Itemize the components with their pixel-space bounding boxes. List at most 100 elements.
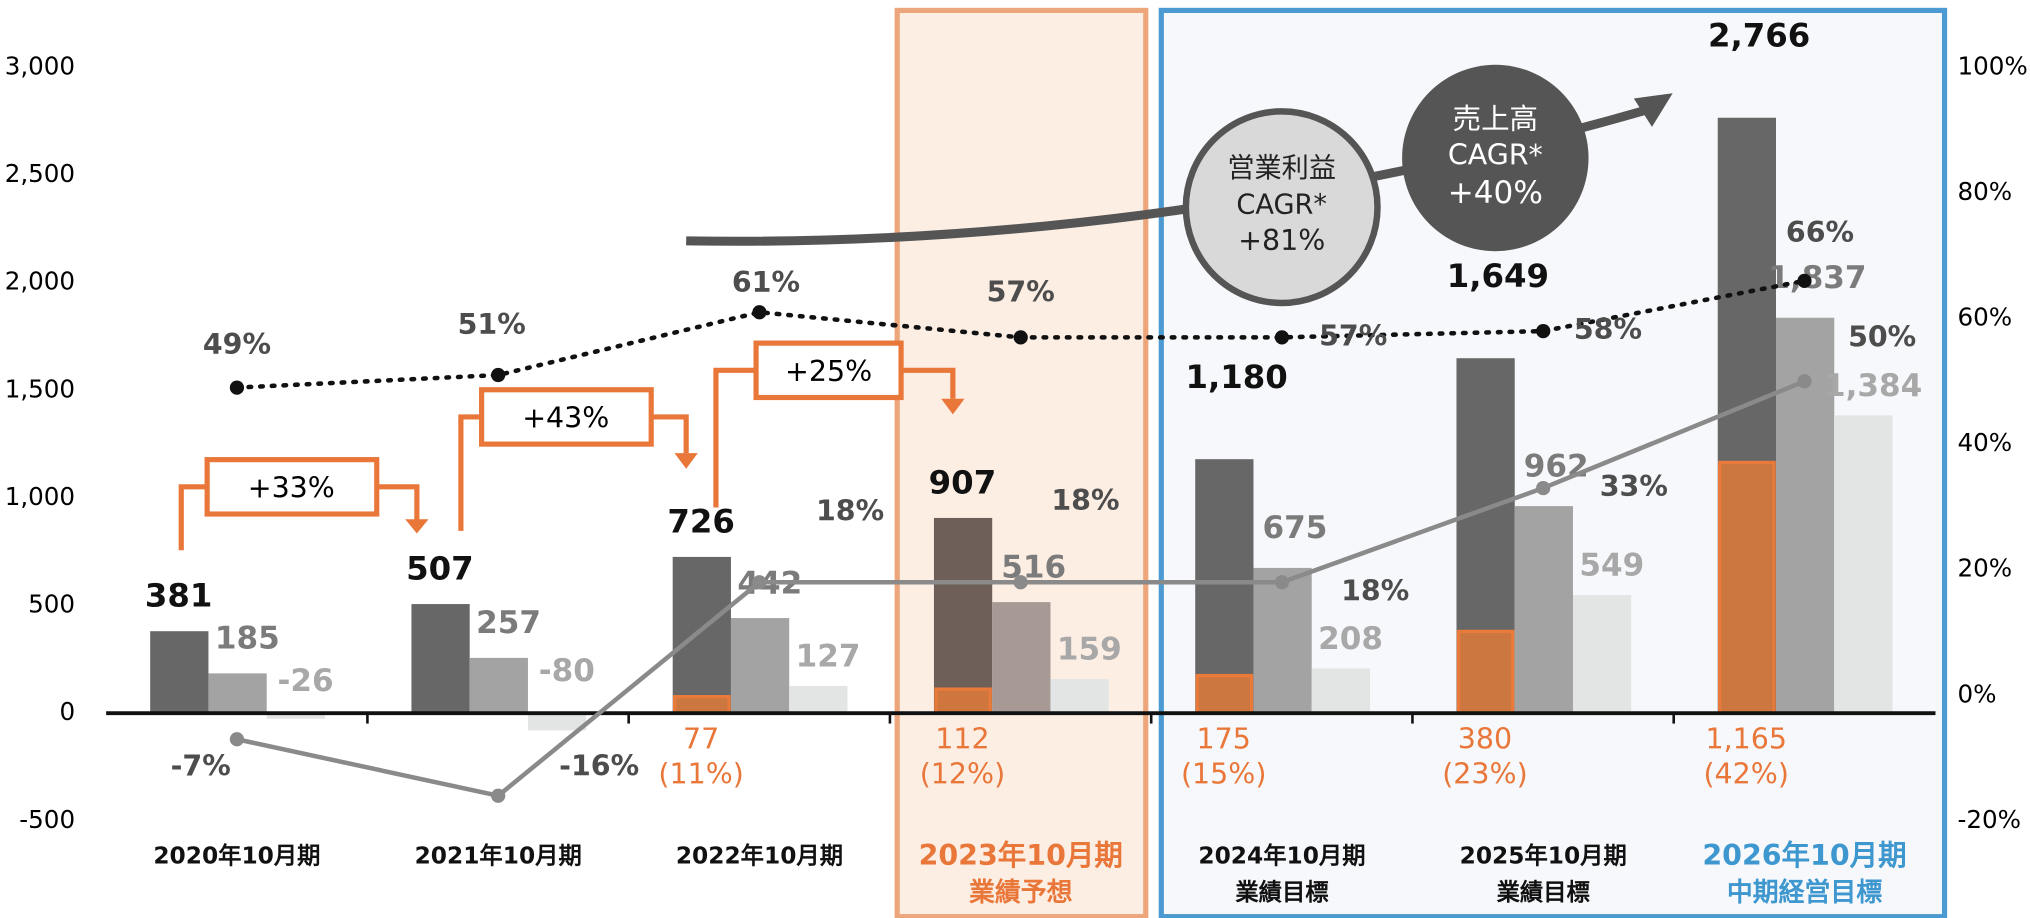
value-label: -80 [539,653,595,689]
margin-label: (15%) [1181,758,1267,791]
line-label: -7% [171,750,231,783]
bar [1514,506,1573,714]
growth-callouts [178,340,956,551]
y-tick-label: 1,000 [5,482,75,511]
line-point [1797,273,1812,288]
x-tick-label: 2025年10月期 [1460,842,1627,870]
value-label: 1,649 [1447,257,1549,295]
bar [1253,567,1312,714]
bars [150,117,1893,731]
x-tick-note: 業績目標 [1235,878,1329,906]
cagr-circle [1182,108,1381,307]
value-label: 675 [1262,510,1327,546]
line-point [1013,330,1028,345]
value-label: 159 [1057,632,1122,668]
y-tick-label: 3,000 [5,51,75,80]
bar [1834,415,1893,714]
value-label: 549 [1579,548,1644,584]
bar [1572,595,1632,714]
line-label: -16% [559,749,639,782]
bar [469,657,528,714]
cagr-text: +40% [1448,175,1543,211]
line-label: 33% [1600,470,1668,503]
line-label: 61% [732,266,800,299]
bar [934,687,992,715]
line-point [1536,480,1551,496]
value-label: 175 [1197,723,1251,756]
line-point [1274,575,1290,590]
bar [1311,668,1370,714]
bar [527,713,587,731]
y2-tick-label: 20% [1958,554,2013,583]
x-tick-label: 2026年10月期 [1702,839,1906,872]
bar [1050,678,1109,714]
value-label: 907 [929,463,997,501]
bar [992,602,1051,714]
cagr-text: 営業利益 [1227,153,1336,184]
x-tick-label: 2020年10月期 [153,842,320,870]
line-point [1013,575,1028,590]
bar [730,618,790,714]
line-point [491,367,506,383]
bar [789,685,848,714]
value-label: 1,837 [1768,260,1866,296]
value-label: 1,165 [1705,723,1787,756]
value-label: 380 [1458,723,1512,756]
x-tick-label: 2024年10月期 [1198,842,1365,870]
line-label: 18% [816,494,884,527]
bar [411,604,470,714]
line-point [752,575,767,590]
bar [673,695,731,715]
x-tick-label: 2021年10月期 [415,842,582,870]
bar [1718,460,1776,715]
value-label: 185 [215,621,280,657]
bar [1195,673,1254,715]
bar [266,713,325,719]
y2-tick-label: 100% [1958,51,2028,80]
value-label: 112 [935,723,989,756]
value-label: 257 [476,605,541,641]
line-label: 58% [1574,313,1642,346]
value-label: 507 [406,549,474,587]
y-tick-label: 1,500 [5,374,75,403]
value-label: 1,384 [1824,368,1922,404]
growth-arrowheads [405,398,965,534]
y-tick-label: 0 [59,697,75,726]
margin-label: (42%) [1703,758,1789,791]
y-tick-label: 500 [28,590,75,619]
y2-tick-label: 40% [1958,428,2013,457]
bar [1195,459,1254,714]
line-point [1536,323,1551,339]
cagr-text: 売上高 [1453,102,1538,135]
line-point [229,732,245,747]
line-label: 51% [458,308,526,341]
line-label: 66% [1786,216,1854,249]
bar [208,673,267,714]
line-label: 18% [1051,484,1119,517]
line-label: 18% [1341,575,1409,608]
line-point [491,788,506,803]
growth-label: +33% [248,471,335,504]
growth-label: +25% [785,355,872,388]
value-label: 726 [667,502,735,540]
line-label: 57% [1319,319,1387,352]
bar [150,631,209,714]
value-label: 2,766 [1708,16,1810,54]
line-label: 49% [203,328,271,361]
line-label: 57% [987,275,1055,308]
margin-label: (23%) [1442,758,1528,791]
y2-tick-label: 60% [1958,303,2013,332]
value-label: 962 [1524,448,1589,484]
y-tick-label: 2,500 [5,159,75,188]
cagr-text: CAGR* [1236,189,1327,220]
line-point [1274,330,1290,345]
y2-tick-label: -20% [1958,805,2022,834]
value-label: 1,180 [1185,358,1287,396]
y-tick-label: -500 [19,805,75,834]
value-label: 77 [683,723,719,756]
y2-tick-label: 80% [1958,177,2013,206]
cagr-text: +81% [1238,224,1325,257]
value-label: 516 [1001,549,1066,585]
